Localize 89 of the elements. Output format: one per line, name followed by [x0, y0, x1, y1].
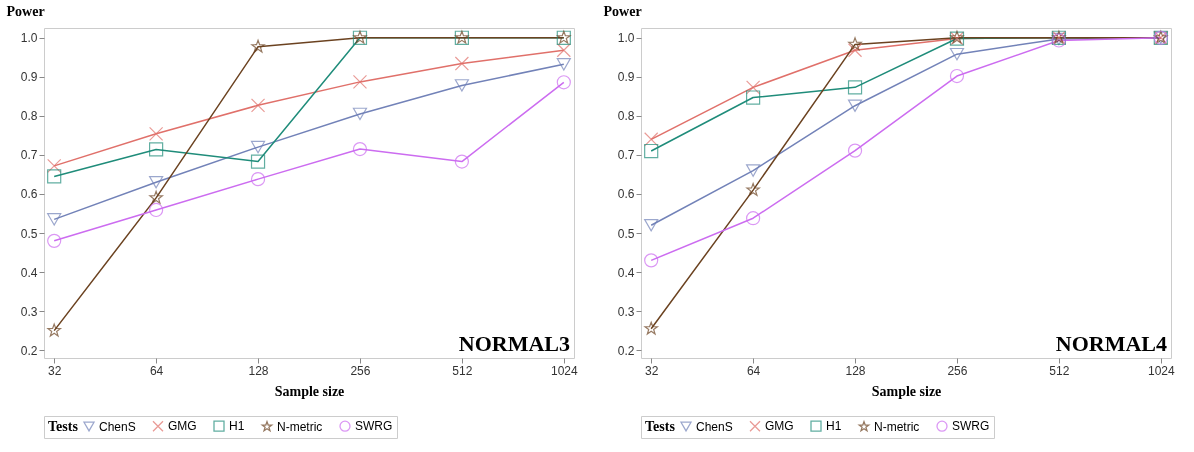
point [47, 323, 61, 337]
y-tick-label: 0.4 [617, 265, 635, 280]
y-tick-label: 0.7 [617, 148, 635, 163]
y-axis-title: Power [6, 3, 45, 19]
point [149, 126, 164, 141]
x-tick-label: 256 [350, 363, 371, 378]
x-tick-label: 256 [947, 363, 968, 378]
legend-label: SWRG [952, 419, 990, 434]
x-tick-label: 512 [452, 363, 473, 378]
y-tick-label: 0.2 [20, 343, 38, 358]
legend-label: H1 [826, 419, 842, 434]
y-tick-label: 0.5 [617, 226, 635, 241]
legend-label: N-metric [277, 419, 323, 434]
x-tick-label: 128 [248, 363, 269, 378]
point [746, 211, 761, 226]
y-tick-label: 0.3 [20, 304, 38, 319]
y-tick-label: 0.6 [20, 187, 38, 202]
point [847, 80, 863, 95]
x-axis-title: Sample size [274, 383, 345, 399]
point [47, 169, 62, 184]
y-tick-label: 0.7 [20, 148, 38, 163]
point [149, 202, 164, 218]
point [556, 58, 571, 71]
legend-label: GMG [765, 419, 794, 434]
y-axis-title: Power [603, 3, 642, 19]
point [746, 80, 761, 95]
legend-label: SWRG [355, 419, 393, 434]
legend-label: ChenS [696, 419, 733, 434]
legend-label: GMG [168, 419, 197, 434]
y-tick-label: 0.8 [617, 109, 635, 124]
legend-title: Tests [645, 419, 676, 434]
point [149, 142, 164, 157]
legend-title: Tests [48, 419, 79, 434]
y-tick-label: 1.0 [20, 31, 38, 46]
y-tick-label: 0.6 [617, 187, 635, 202]
x-tick-label: 64 [746, 363, 761, 378]
point [644, 143, 659, 159]
point [556, 75, 571, 90]
y-tick-label: 1.0 [617, 31, 635, 46]
point [47, 233, 62, 248]
y-tick-label: 0.9 [20, 70, 38, 85]
point [149, 176, 164, 189]
legend-label: N-metric [874, 419, 920, 434]
y-tick-label: 0.5 [20, 226, 38, 241]
x-tick-label: 128 [845, 363, 866, 378]
point [149, 190, 163, 204]
point [949, 68, 965, 84]
point [47, 158, 62, 173]
point [454, 79, 469, 92]
point [250, 154, 266, 169]
x-tick-label: 512 [1049, 363, 1070, 378]
x-tick-label: 32 [645, 363, 659, 378]
point [746, 164, 761, 177]
point [847, 43, 863, 58]
point [746, 182, 760, 196]
point [251, 39, 265, 53]
point [250, 98, 266, 113]
x-tick-label: 1024 [1147, 363, 1175, 378]
x-axis-title: Sample size [871, 383, 942, 399]
x-tick-label: 32 [48, 363, 62, 378]
y-tick-label: 0.2 [617, 343, 635, 358]
point [250, 172, 266, 187]
point [556, 43, 571, 58]
point [352, 74, 368, 90]
annotation: NORMAL3 [458, 331, 570, 356]
x-tick-label: 64 [149, 363, 164, 378]
point [352, 107, 368, 121]
point [250, 140, 266, 154]
y-tick-label: 0.4 [20, 265, 38, 280]
annotation: NORMAL4 [1055, 331, 1167, 356]
y-tick-label: 0.8 [20, 109, 38, 124]
x-tick-label: 1024 [550, 363, 578, 378]
point [454, 154, 469, 169]
point [644, 218, 659, 232]
legend-label: ChenS [99, 419, 136, 434]
point [47, 213, 62, 226]
point [644, 321, 658, 335]
point [746, 90, 761, 105]
point [847, 143, 863, 158]
point [454, 56, 469, 71]
legend-label: H1 [229, 419, 245, 434]
y-tick-label: 0.9 [617, 70, 635, 85]
point [644, 253, 659, 268]
point [644, 132, 659, 147]
point [949, 47, 965, 61]
point [352, 141, 368, 157]
point [847, 99, 863, 112]
y-tick-label: 0.3 [617, 304, 635, 319]
point [848, 37, 862, 51]
